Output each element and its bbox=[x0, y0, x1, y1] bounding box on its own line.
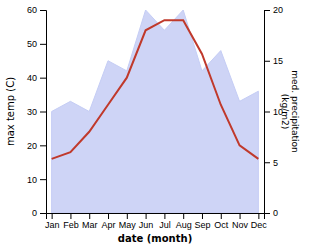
tick-mark bbox=[264, 112, 270, 113]
tick: 60 bbox=[27, 5, 46, 15]
tick-mark bbox=[40, 10, 46, 11]
tick-label: 50 bbox=[27, 39, 37, 49]
tick: 40 bbox=[27, 73, 46, 83]
tick: Sep bbox=[194, 213, 210, 230]
tick-label: Oct bbox=[214, 220, 229, 230]
tick-mark bbox=[202, 213, 203, 219]
tick: 20 bbox=[264, 5, 283, 15]
tick: 0 bbox=[264, 208, 278, 218]
tick-mark bbox=[108, 213, 109, 219]
y2-axis-title-line: (kg/m2) bbox=[280, 94, 290, 129]
area bbox=[52, 10, 259, 213]
x-axis: JanFebMar AprMayJun Jul AugSep OctNovDec bbox=[45, 213, 267, 230]
tick-label: Mar bbox=[82, 220, 98, 230]
tick-label: Jun bbox=[139, 220, 154, 230]
tick-label: Jan bbox=[45, 220, 60, 230]
tick-mark bbox=[146, 213, 147, 219]
tick-label: 20 bbox=[273, 5, 283, 15]
tick: Jan bbox=[45, 213, 60, 230]
tick-label: 40 bbox=[27, 73, 37, 83]
tick: Aug bbox=[176, 213, 192, 230]
tick-mark bbox=[264, 162, 270, 163]
tick-label: 0 bbox=[273, 208, 278, 218]
tick-mark bbox=[264, 213, 270, 214]
tick-label: 5 bbox=[273, 158, 278, 168]
tick: 10 bbox=[27, 175, 46, 185]
tick-mark bbox=[240, 213, 241, 219]
tick: Oct bbox=[214, 213, 229, 230]
y2-axis-title: med. precipitation(kg/m2) bbox=[280, 70, 300, 152]
tick-label: 30 bbox=[27, 107, 37, 117]
y-axis: 0 10 20 30 40 50 60 bbox=[27, 5, 47, 218]
tick: 50 bbox=[27, 39, 46, 49]
tick-mark bbox=[40, 179, 46, 180]
tick-label: Sep bbox=[194, 220, 210, 230]
tick-mark bbox=[127, 213, 128, 219]
tick-label: 0 bbox=[32, 208, 37, 218]
tick: Jul bbox=[159, 213, 171, 230]
tick: Nov bbox=[232, 213, 249, 230]
tick-mark bbox=[89, 213, 90, 219]
y2-axis-title-line: med. precipitation bbox=[290, 70, 300, 152]
axis-line bbox=[265, 11, 271, 214]
tick-label: Apr bbox=[102, 220, 116, 230]
tick-mark bbox=[264, 61, 270, 62]
tick-label: May bbox=[119, 220, 137, 230]
tick: 20 bbox=[27, 141, 46, 151]
tick-label: Jul bbox=[159, 220, 171, 230]
tick: May bbox=[119, 213, 137, 230]
tick: 0 bbox=[32, 208, 46, 218]
tick-label: Aug bbox=[176, 220, 192, 230]
tick-mark bbox=[221, 213, 222, 219]
tick-mark bbox=[164, 213, 165, 219]
line bbox=[52, 20, 259, 159]
axis-line bbox=[40, 11, 47, 214]
tick-label: Feb bbox=[63, 220, 79, 230]
plot: JanFebMar AprMayJun Jul AugSep OctNovDec 0 10 2… bbox=[5, 5, 300, 244]
tick: 30 bbox=[27, 107, 46, 117]
tick: Mar bbox=[82, 213, 98, 230]
tick-mark bbox=[183, 213, 184, 219]
tick-mark bbox=[40, 145, 46, 146]
tick-mark bbox=[40, 78, 46, 79]
tick-label: 15 bbox=[273, 56, 283, 66]
tick-label: Nov bbox=[232, 220, 249, 230]
tick-mark bbox=[40, 44, 46, 45]
marks bbox=[52, 10, 259, 213]
tick-mark bbox=[40, 112, 46, 113]
tick-mark bbox=[52, 213, 53, 219]
tick-label: 10 bbox=[27, 175, 37, 185]
tick-mark bbox=[70, 213, 71, 219]
chart: JanFebMar AprMayJun Jul AugSep OctNovDec 0 10 2… bbox=[0, 0, 318, 247]
tick-mark bbox=[40, 213, 46, 214]
y-axis-title: max temp (C) bbox=[5, 77, 16, 146]
x-axis-title: date (month) bbox=[118, 233, 192, 244]
tick: Feb bbox=[63, 213, 79, 230]
axis-line bbox=[47, 214, 265, 220]
tick: Apr bbox=[102, 213, 116, 230]
tick-label: 20 bbox=[27, 141, 37, 151]
tick: 15 bbox=[264, 56, 283, 66]
tick-label: 60 bbox=[27, 5, 37, 15]
tick-label: Dec bbox=[251, 220, 268, 230]
tick: Jun bbox=[139, 213, 154, 230]
tick-mark bbox=[258, 213, 259, 219]
tick-mark bbox=[264, 10, 270, 11]
tick: 5 bbox=[264, 158, 278, 168]
tick: Dec bbox=[251, 213, 268, 230]
